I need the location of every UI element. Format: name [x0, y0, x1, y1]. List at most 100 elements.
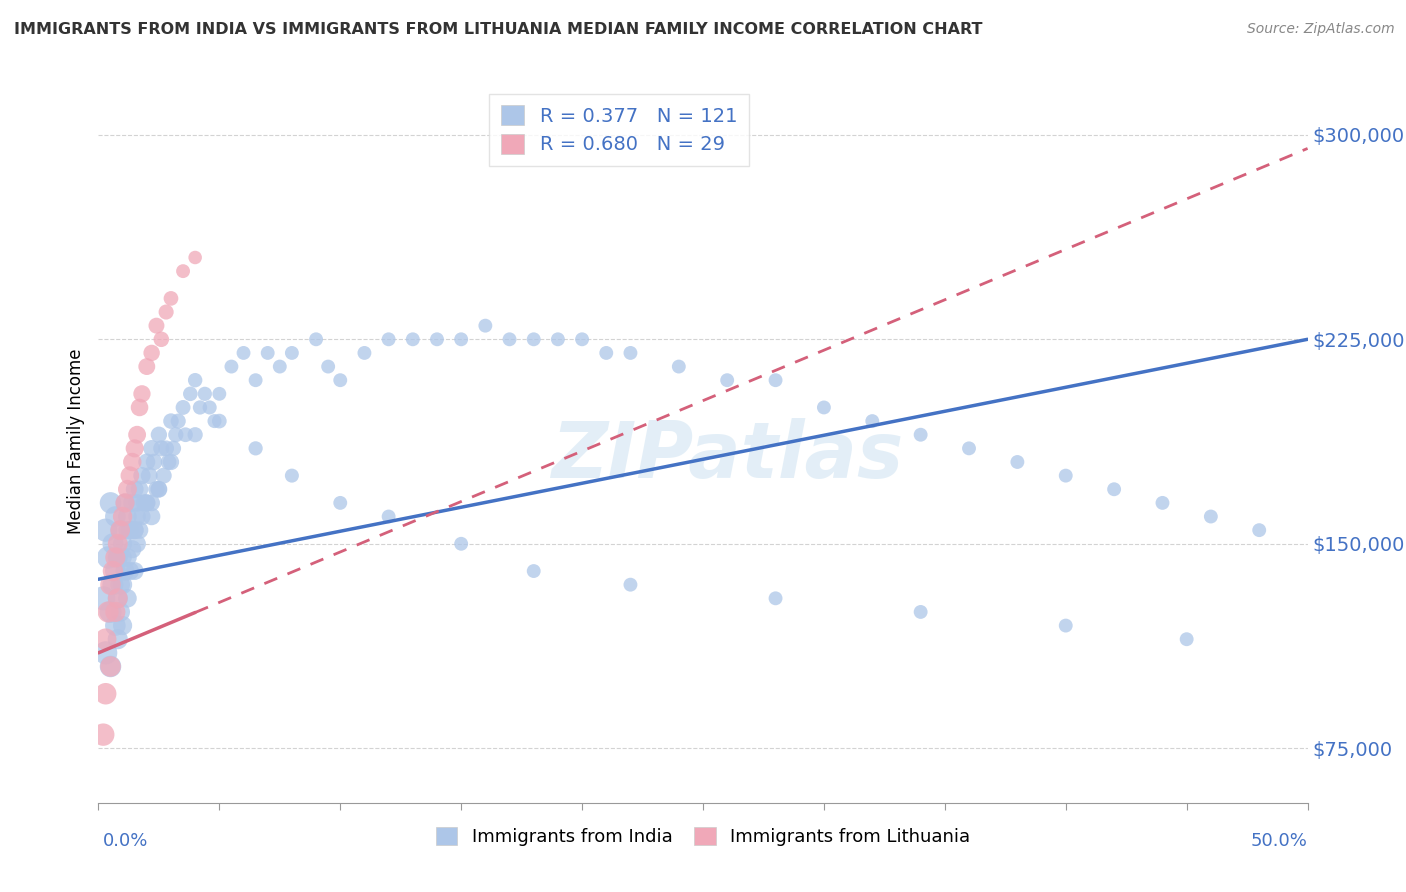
Point [91, 728, 114, 742]
Point [208, 414, 231, 428]
Point [128, 401, 150, 415]
Point [450, 332, 472, 346]
Point [523, 332, 546, 346]
Y-axis label: Median Family Income: Median Family Income [66, 349, 84, 534]
Point [145, 318, 167, 333]
Point [124, 482, 146, 496]
Point [135, 455, 157, 469]
Point [184, 427, 207, 442]
Point [111, 618, 134, 632]
Point [107, 550, 129, 565]
Point [108, 523, 131, 537]
Point [232, 346, 254, 360]
Point [329, 373, 352, 387]
Point [114, 496, 136, 510]
Point [135, 496, 157, 510]
Point [188, 401, 211, 415]
Point [281, 346, 304, 360]
Point [141, 442, 163, 456]
Text: ZIPatlas: ZIPatlas [551, 418, 903, 494]
Point [101, 577, 124, 591]
Point [141, 509, 163, 524]
Point [118, 564, 141, 578]
Point [1249, 523, 1271, 537]
Point [377, 509, 399, 524]
Point [100, 496, 122, 510]
Point [143, 455, 166, 469]
Text: IMMIGRANTS FROM INDIA VS IMMIGRANTS FROM LITHUANIA MEDIAN FAMILY INCOME CORRELAT: IMMIGRANTS FROM INDIA VS IMMIGRANTS FROM… [14, 22, 983, 37]
Point [128, 523, 150, 537]
Point [150, 442, 173, 456]
Point [135, 496, 157, 510]
Point [571, 332, 593, 346]
Point [910, 427, 932, 442]
Point [179, 387, 201, 401]
Point [118, 523, 141, 537]
Point [131, 387, 153, 401]
Point [114, 496, 136, 510]
Point [107, 632, 129, 647]
Point [172, 401, 194, 415]
Point [957, 442, 980, 456]
Point [107, 550, 129, 565]
Point [104, 509, 127, 524]
Point [1054, 618, 1077, 632]
Point [124, 523, 146, 537]
Point [111, 550, 134, 565]
Point [127, 537, 149, 551]
Point [668, 359, 690, 374]
Point [245, 373, 267, 387]
Point [124, 523, 146, 537]
Point [127, 496, 149, 510]
Point [111, 577, 134, 591]
Point [124, 564, 146, 578]
Point [108, 523, 131, 537]
Point [595, 346, 617, 360]
Point [221, 359, 243, 374]
Point [1199, 509, 1222, 524]
Point [117, 482, 139, 496]
Point [100, 659, 122, 673]
Point [547, 332, 569, 346]
Point [329, 496, 352, 510]
Point [107, 537, 129, 551]
Point [198, 401, 221, 415]
Legend: Immigrants from India, Immigrants from Lithuania: Immigrants from India, Immigrants from L… [426, 818, 980, 855]
Point [100, 577, 122, 591]
Point [148, 482, 170, 496]
Point [160, 455, 183, 469]
Point [269, 359, 291, 374]
Point [121, 542, 143, 557]
Point [128, 482, 150, 496]
Point [91, 591, 114, 606]
Point [619, 577, 641, 591]
Point [165, 427, 187, 442]
Point [127, 427, 149, 442]
Point [1054, 468, 1077, 483]
Point [377, 332, 399, 346]
Point [474, 318, 496, 333]
Point [117, 523, 139, 537]
Point [114, 564, 136, 578]
Point [108, 605, 131, 619]
Point [104, 550, 127, 565]
Point [101, 564, 124, 578]
Text: Source: ZipAtlas.com: Source: ZipAtlas.com [1247, 22, 1395, 37]
Point [813, 401, 835, 415]
Point [94, 523, 117, 537]
Point [450, 537, 472, 551]
Point [160, 292, 183, 306]
Point [107, 591, 129, 606]
Point [204, 414, 226, 428]
Point [117, 591, 139, 606]
Point [316, 359, 339, 374]
Point [141, 496, 163, 510]
Point [141, 346, 163, 360]
Point [117, 509, 139, 524]
Point [94, 632, 117, 647]
Point [150, 332, 173, 346]
Point [353, 346, 375, 360]
Point [107, 591, 129, 606]
Point [765, 373, 787, 387]
Point [97, 605, 120, 619]
